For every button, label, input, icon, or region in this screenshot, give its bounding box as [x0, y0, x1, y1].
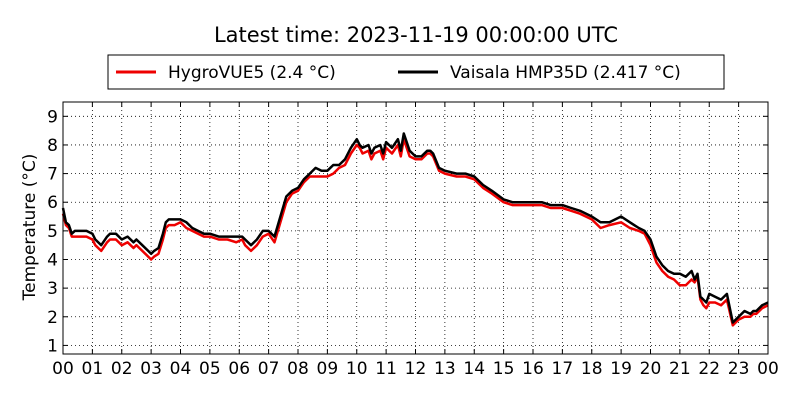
y-tick-label: 6	[47, 193, 58, 213]
x-tick-label: 17	[552, 359, 574, 379]
x-tick-label: 09	[317, 359, 339, 379]
x-tick-label: 19	[610, 359, 632, 379]
y-tick-label: 2	[47, 308, 58, 328]
x-tick-label: 10	[346, 359, 368, 379]
x-tick-label: 08	[287, 359, 309, 379]
x-tick-label: 14	[463, 359, 485, 379]
x-tick-label: 04	[170, 359, 192, 379]
y-axis-label: Temperature (°C)	[20, 154, 40, 302]
x-tick-label: 11	[375, 359, 397, 379]
plot-area-frame	[62, 101, 769, 355]
x-tick-label: 03	[140, 359, 162, 379]
x-tick-label: 23	[728, 359, 750, 379]
y-tick-label: 9	[47, 107, 58, 127]
x-tick-label: 07	[258, 359, 280, 379]
x-tick-label: 16	[522, 359, 544, 379]
legend-label-hygrovue5: HygroVUE5 (2.4 °C)	[168, 63, 336, 83]
y-tick-label: 3	[47, 279, 58, 299]
y-tick-label: 5	[47, 222, 58, 242]
axis-ticks: 00 01 02 03 04 05 06 07 08 09 10 11 12 13 14 15 16 17 18 19…	[47, 102, 779, 379]
legend-label-vaisala: Vaisala HMP35D (2.417 °C)	[450, 63, 681, 83]
y-tick-label: 1	[47, 336, 58, 356]
chart-title: Latest time: 2023-11-19 00:00:00 UTC	[214, 23, 618, 47]
x-tick-label: 15	[493, 359, 515, 379]
x-tick-label: 18	[581, 359, 603, 379]
x-tick-label: 20	[640, 359, 662, 379]
x-tick-label: 13	[434, 359, 456, 379]
x-tick-label: 01	[82, 359, 104, 379]
grid	[63, 102, 768, 354]
x-tick-label: 12	[405, 359, 427, 379]
x-tick-label: 02	[111, 359, 133, 379]
y-tick-label: 8	[47, 136, 58, 156]
x-tick-label: 21	[669, 359, 691, 379]
x-tick-label: 22	[698, 359, 720, 379]
y-tick-label: 7	[47, 165, 58, 185]
x-tick-label: 05	[199, 359, 221, 379]
legend: HygroVUE5 (2.4 °C) Vaisala HMP35D (2.417…	[107, 54, 725, 90]
series-line-vaisala	[61, 132, 769, 324]
x-tick-label: 06	[228, 359, 250, 379]
series-line-hygrovue5	[61, 137, 769, 327]
x-tick-label: 00	[757, 359, 779, 379]
series-lines	[61, 132, 769, 327]
x-tick-label: 00	[52, 359, 74, 379]
y-tick-label: 4	[47, 251, 58, 271]
